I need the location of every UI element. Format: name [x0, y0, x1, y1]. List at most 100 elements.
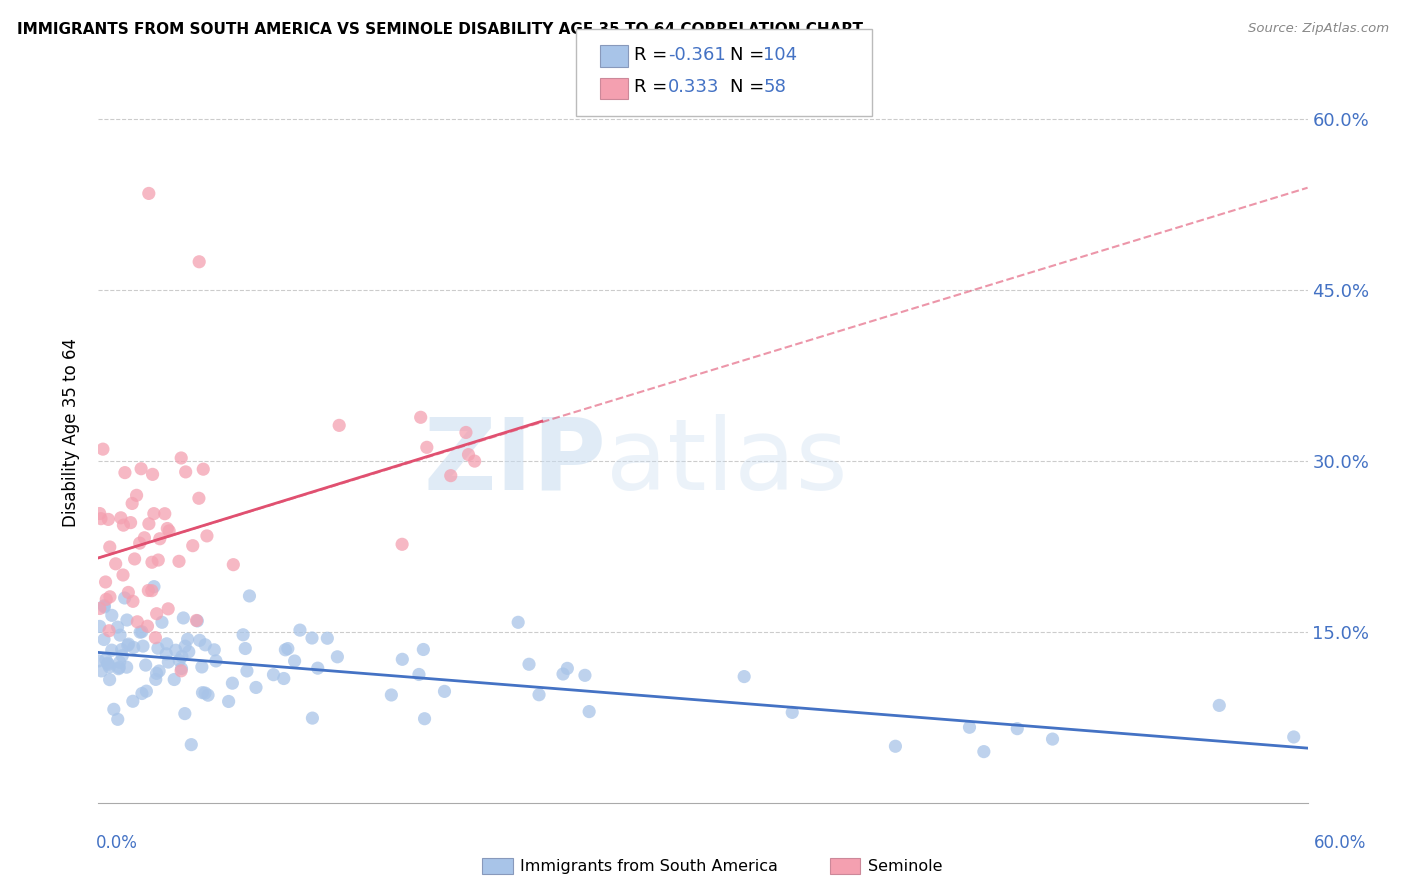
- Text: R =: R =: [634, 46, 673, 64]
- Point: [187, 491, 209, 506]
- Point: [412, 642, 434, 657]
- Point: [508, 615, 530, 630]
- Point: [108, 628, 131, 642]
- Text: R =: R =: [634, 78, 673, 96]
- Text: Seminole: Seminole: [868, 859, 942, 873]
- Text: N =: N =: [730, 78, 769, 96]
- Point: [277, 641, 299, 656]
- Point: [172, 611, 194, 625]
- Point: [117, 585, 139, 599]
- Point: [141, 583, 163, 598]
- Point: [165, 643, 187, 657]
- Point: [155, 647, 177, 661]
- Point: [108, 656, 131, 670]
- Point: [156, 637, 179, 651]
- Point: [91, 442, 114, 457]
- Point: [129, 461, 152, 475]
- Point: [135, 658, 157, 673]
- Point: [127, 615, 149, 629]
- Point: [138, 516, 160, 531]
- Point: [107, 662, 129, 676]
- Text: N =: N =: [730, 46, 769, 64]
- Point: [108, 660, 131, 674]
- Point: [221, 676, 243, 690]
- Point: [195, 529, 218, 543]
- Point: [205, 654, 228, 668]
- Point: [780, 706, 803, 720]
- Point: [142, 507, 165, 521]
- Text: -0.361: -0.361: [668, 46, 725, 64]
- Point: [138, 583, 160, 598]
- Point: [454, 425, 477, 440]
- Point: [173, 706, 195, 721]
- Point: [181, 539, 204, 553]
- Point: [117, 638, 139, 652]
- Point: [121, 694, 143, 708]
- Point: [440, 468, 463, 483]
- Point: [94, 574, 117, 589]
- Point: [273, 672, 295, 686]
- Point: [1007, 722, 1029, 736]
- Point: [416, 440, 439, 454]
- Point: [114, 466, 136, 480]
- Point: [413, 712, 436, 726]
- Point: [232, 628, 254, 642]
- Point: [1042, 732, 1064, 747]
- Point: [301, 631, 323, 645]
- Point: [114, 591, 136, 605]
- Point: [188, 254, 211, 268]
- Point: [170, 450, 193, 465]
- Point: [104, 557, 127, 571]
- Point: [98, 660, 121, 674]
- Point: [288, 623, 311, 637]
- Point: [236, 664, 259, 678]
- Point: [122, 594, 145, 608]
- Point: [145, 666, 167, 681]
- Point: [186, 614, 208, 628]
- Point: [93, 599, 115, 613]
- Point: [132, 639, 155, 653]
- Point: [193, 462, 215, 476]
- Point: [464, 454, 486, 468]
- Point: [557, 661, 579, 675]
- Point: [138, 186, 160, 201]
- Point: [110, 511, 132, 525]
- Point: [174, 465, 197, 479]
- Point: [733, 669, 755, 683]
- Point: [94, 652, 117, 666]
- Point: [128, 536, 150, 550]
- Point: [1208, 698, 1230, 713]
- Point: [97, 657, 120, 672]
- Point: [326, 649, 349, 664]
- Point: [194, 638, 217, 652]
- Point: [222, 558, 245, 572]
- Point: [103, 702, 125, 716]
- Text: Immigrants from South America: Immigrants from South America: [520, 859, 778, 873]
- Point: [457, 448, 479, 462]
- Point: [202, 642, 225, 657]
- Point: [574, 668, 596, 682]
- Point: [157, 524, 180, 538]
- Point: [433, 684, 456, 698]
- Point: [262, 667, 284, 681]
- Point: [391, 537, 413, 551]
- Point: [87, 654, 110, 668]
- Point: [125, 488, 148, 502]
- Point: [307, 661, 329, 675]
- Point: [409, 410, 432, 425]
- Point: [115, 613, 138, 627]
- Point: [150, 615, 173, 630]
- Point: [131, 624, 153, 639]
- Point: [112, 518, 135, 533]
- Point: [107, 620, 129, 634]
- Text: atlas: atlas: [606, 414, 848, 511]
- Point: [143, 580, 166, 594]
- Point: [98, 673, 121, 687]
- Text: 104: 104: [763, 46, 797, 64]
- Point: [157, 655, 180, 669]
- Point: [148, 553, 170, 567]
- Point: [96, 592, 118, 607]
- Point: [578, 705, 600, 719]
- Point: [194, 686, 217, 700]
- Point: [135, 684, 157, 698]
